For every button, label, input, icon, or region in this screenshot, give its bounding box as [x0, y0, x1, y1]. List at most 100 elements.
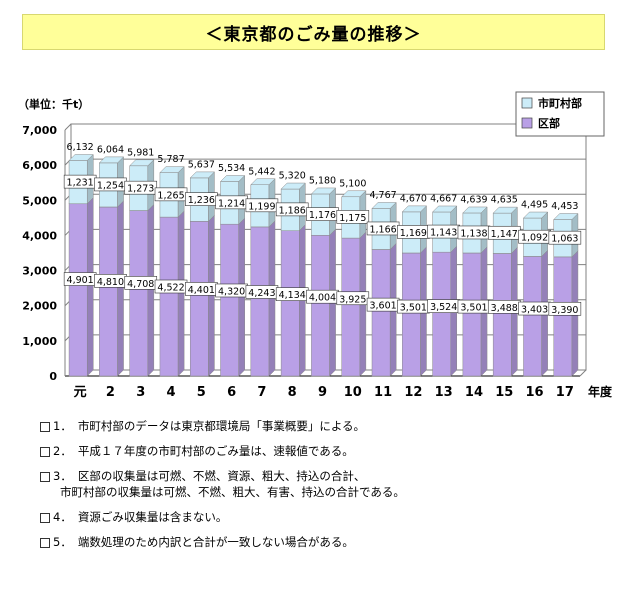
- bar-segment-kubu: [492, 253, 512, 377]
- x-tick-label: 5: [197, 385, 206, 400]
- data-label-kubu: 4,708: [127, 279, 154, 290]
- data-label-kubu: 4,243: [248, 288, 275, 299]
- data-label-shichoson-box: [336, 210, 370, 224]
- bar-segment-kubu: [432, 251, 452, 377]
- bar-segment-shichoson-top: [371, 202, 397, 209]
- note-text: 区部の収集量は可燃、不燃、資源、粗大、持込の合計、: [77, 469, 366, 483]
- note-5: 5． 端数処理のため内訳と合計が一致しない場合がある。: [40, 534, 620, 550]
- data-label-kubu: 4,004: [309, 293, 336, 304]
- bar-segment-kubu: [159, 216, 179, 377]
- bar-segment-shichoson-top: [431, 205, 458, 213]
- stacked-bar-chart: 0 1,000 2,000 3,000 4,000 5,000 6,000 7,000 4,90…: [22, 91, 613, 400]
- floor-edge: [579, 369, 587, 377]
- bar-segment-kubu: [99, 206, 118, 377]
- data-label-shichoson: 1,175: [339, 213, 366, 224]
- x-tick-label: 16: [526, 385, 544, 400]
- bar-segment-shichoson-top: [462, 206, 488, 214]
- bar-segment-kubu-side: [147, 203, 155, 377]
- bar-segment-shichoson-top: [553, 213, 579, 220]
- bar-segment-kubu-side: [177, 210, 185, 377]
- x-tick-label: 2: [106, 385, 115, 400]
- data-label-total: 4,670: [400, 193, 427, 204]
- y-tick-label: 6,000: [22, 159, 57, 172]
- data-label-kubu: 3,403: [521, 305, 548, 316]
- legend-swatch: [521, 117, 533, 129]
- x-tick-label: 17: [556, 385, 574, 400]
- legend-label: 市町村部: [538, 96, 582, 110]
- note-text: 端数処理のため内訳と合計が一致しない場合がある。: [77, 535, 354, 549]
- bar-segment-shichoson-top: [159, 166, 185, 173]
- bar-segment-shichoson-top: [129, 159, 155, 167]
- y-tick-label: 0: [49, 370, 57, 383]
- legend-swatch: [521, 97, 533, 109]
- bar-segment-shichoson-top: [189, 171, 216, 179]
- bar-segment-kubu: [311, 235, 330, 377]
- data-label-kubu: 3,524: [430, 302, 457, 313]
- data-label-kubu: 4,522: [157, 283, 184, 294]
- x-tick-label: 12: [404, 385, 422, 400]
- x-tick-label: 9: [318, 385, 327, 400]
- gridline-depth: [64, 123, 72, 131]
- x-tick-label: 6: [227, 385, 236, 400]
- data-label-total: 4,667: [430, 193, 457, 204]
- data-label-total: 4,453: [551, 201, 578, 212]
- data-label-total: 5,180: [309, 175, 336, 186]
- bar-segment-shichoson-top: [250, 178, 276, 186]
- data-label-kubu: 3,925: [339, 294, 366, 305]
- bullet-box-icon: [40, 446, 50, 457]
- note-text-continued: 市町村部の収集量は可燃、不燃、粗大、有害、持込の合計である。: [60, 485, 405, 499]
- bullet-box-icon: [40, 512, 50, 523]
- note-text: 市町村部のデータは東京都環境局「事業概要」による。: [77, 419, 365, 433]
- data-label-shichoson: 1,092: [521, 233, 548, 244]
- y-tick-label: 2,000: [22, 300, 57, 313]
- data-label-shichoson: 1,063: [551, 234, 578, 245]
- data-label-kubu-box: [548, 301, 582, 316]
- data-label-kubu: 4,134: [279, 290, 306, 301]
- data-label-kubu: 4,901: [67, 275, 94, 286]
- data-label-kubu: 3,601: [369, 301, 396, 312]
- bar-segment-kubu: [553, 256, 573, 377]
- bar-segment-kubu-side: [117, 200, 124, 377]
- bar-segment-kubu: [280, 230, 300, 377]
- bar-segment-shichoson-top: [401, 205, 428, 213]
- bar-segment-kubu: [250, 226, 270, 377]
- bar-segment-kubu: [68, 203, 88, 377]
- data-label-total: 4,635: [491, 195, 518, 206]
- data-label-shichoson: 1,176: [309, 210, 336, 221]
- legend: [515, 91, 605, 137]
- data-label-shichoson: 1,166: [369, 224, 396, 235]
- data-label-shichoson: 1,138: [460, 228, 487, 239]
- note-2: 2． 平成１７年度の市町村部のごみ量は、速報値である。: [40, 443, 620, 459]
- y-tick-label: 1,000: [22, 335, 57, 348]
- bar-segment-kubu-side: [86, 197, 94, 377]
- note-3: 3． 区部の収集量は可燃、不燃、資源、粗大、持込の合計、 市町村部の収集量は可燃、…: [40, 468, 620, 500]
- bar-segment-shichoson-top: [492, 206, 518, 214]
- bar-segment-kubu: [402, 252, 421, 377]
- bar-segment-kubu: [523, 256, 542, 377]
- legend-label: 区部: [538, 116, 560, 130]
- y-axis-unit-label: （単位：千t）: [18, 98, 90, 111]
- data-label-kubu: 4,320: [218, 286, 245, 297]
- data-label-total: 5,981: [127, 147, 154, 158]
- x-tick-label: 元: [74, 385, 87, 400]
- note-4: 4． 資源ごみ収集量は含まない。: [40, 509, 620, 525]
- bar-segment-kubu: [462, 252, 482, 377]
- data-label-shichoson: 1,231: [67, 178, 94, 189]
- x-tick-label: 14: [465, 385, 483, 400]
- data-label-shichoson: 1,186: [279, 205, 306, 216]
- data-label-kubu: 3,501: [460, 303, 487, 314]
- data-label-shichoson: 1,236: [188, 195, 215, 206]
- data-label-total: 4,495: [521, 200, 548, 211]
- data-label-total: 6,132: [67, 142, 94, 153]
- bar-segment-shichoson-top: [341, 190, 367, 198]
- data-label-total: 4,767: [369, 190, 396, 201]
- x-tick-label: 10: [344, 385, 362, 400]
- data-label-shichoson: 1,265: [157, 190, 184, 201]
- bullet-box-icon: [40, 537, 50, 548]
- data-label-total: 5,787: [157, 154, 184, 165]
- chart-title: ＜東京都のごみ量の推移＞: [22, 14, 605, 50]
- data-label-shichoson: 1,214: [218, 198, 245, 209]
- notes-section: 1． 市町村部のデータは東京都環境局「事業概要」による。 2． 平成１７年度の市町村…: [40, 418, 620, 559]
- bar-segment-shichoson-top: [219, 175, 246, 182]
- data-label-total: 5,320: [279, 171, 306, 182]
